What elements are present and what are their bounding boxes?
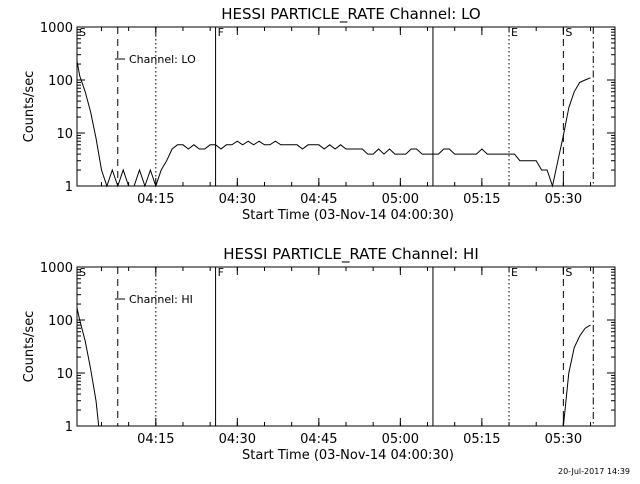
x-tick-label: 04:30 <box>219 192 256 207</box>
x-tick-label: 05:15 <box>463 192 500 207</box>
chart-title: HESSI PARTICLE_RATE Channel: LO <box>221 5 480 24</box>
legend-entry: Channel: LO <box>129 53 196 66</box>
event-marker-label: E <box>511 266 518 279</box>
chart-title: HESSI PARTICLE_RATE Channel: HI <box>223 245 479 264</box>
y-axis-label: Counts/sec <box>22 311 37 383</box>
chart-panel-1: HESSI PARTICLE_RATE Channel: HI 1 10 100 100… <box>22 245 616 463</box>
x-tick-label: 04:45 <box>300 432 337 447</box>
event-marker-label: F <box>218 26 224 39</box>
series-line <box>562 324 591 427</box>
y-axis-label: Counts/sec <box>22 71 37 143</box>
event-marker-label: S <box>79 266 86 279</box>
event-marker-label: S <box>565 266 572 279</box>
y-tick-label: 1 <box>65 180 73 195</box>
series-line <box>76 60 591 188</box>
event-marker-label: E <box>511 26 518 39</box>
x-tick-label: 04:15 <box>137 432 174 447</box>
x-tick-label: 04:15 <box>137 192 174 207</box>
y-tick-label: 1000 <box>40 261 73 276</box>
series-line <box>76 307 100 427</box>
x-axis-label: Start Time (03-Nov-14 04:00:30) <box>242 448 454 463</box>
y-tick-label: 10 <box>56 367 73 382</box>
y-tick-label: 10 <box>56 127 73 142</box>
y-tick-label: 1000 <box>40 21 73 36</box>
footer-timestamp: 20-Jul-2017 14:39 <box>558 467 630 476</box>
legend-entry: Channel: HI <box>129 293 193 306</box>
x-tick-label: 04:30 <box>219 432 256 447</box>
y-tick-label: 1 <box>65 420 73 435</box>
x-tick-label: 05:00 <box>382 192 419 207</box>
x-tick-label: 05:30 <box>545 432 582 447</box>
event-marker-label: S <box>565 26 572 39</box>
chart-panel-0: HESSI PARTICLE_RATE Channel: LO 1 10 100 100… <box>22 5 616 223</box>
x-tick-label: 04:45 <box>300 192 337 207</box>
x-tick-label: 05:15 <box>463 432 500 447</box>
x-tick-label: 05:00 <box>382 432 419 447</box>
event-marker-label: F <box>218 266 224 279</box>
x-axis-label: Start Time (03-Nov-14 04:00:30) <box>242 208 454 223</box>
x-tick-label: 05:30 <box>545 192 582 207</box>
event-marker-label: S <box>79 26 86 39</box>
y-tick-label: 100 <box>48 74 73 89</box>
y-tick-label: 100 <box>48 314 73 329</box>
